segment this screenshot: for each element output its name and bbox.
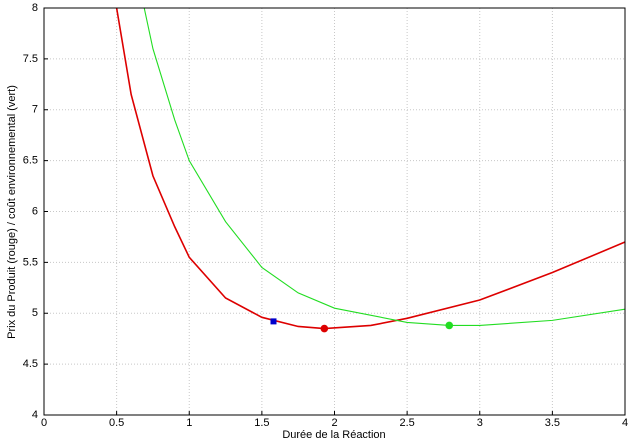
marker [320, 324, 329, 333]
y-axis-label: Prix du Produit (rouge) / coût environne… [6, 85, 18, 339]
data-line [115, 7, 626, 330]
x-tick-label: 0.5 [109, 417, 124, 429]
data-line [143, 7, 626, 327]
y-tick-label: 7 [32, 104, 38, 116]
x-tick-label: 4 [622, 417, 628, 429]
x-tick-label: 0 [41, 417, 47, 429]
x-axis-label: Durée de la Réaction [282, 429, 385, 441]
x-tick-label: 2 [331, 417, 337, 429]
plot-border [43, 7, 626, 416]
y-tick-label: 4.5 [23, 358, 38, 370]
marker [270, 318, 277, 325]
marker [445, 321, 454, 330]
x-tick-label: 3.5 [545, 417, 560, 429]
y-tick-label: 5 [32, 307, 38, 319]
y-tick-label: 6.5 [23, 155, 38, 167]
x-tick-label: 1.5 [254, 417, 269, 429]
y-tick-label: 7.5 [23, 53, 38, 65]
y-tick-label: 6 [32, 205, 38, 217]
x-tick-label: 1 [186, 417, 192, 429]
x-tick-label: 2.5 [399, 417, 414, 429]
x-tick-label: 3 [477, 417, 483, 429]
y-tick-label: 5.5 [23, 256, 38, 268]
y-tick-label: 8 [32, 2, 38, 14]
y-tick-label: 4 [32, 409, 38, 421]
